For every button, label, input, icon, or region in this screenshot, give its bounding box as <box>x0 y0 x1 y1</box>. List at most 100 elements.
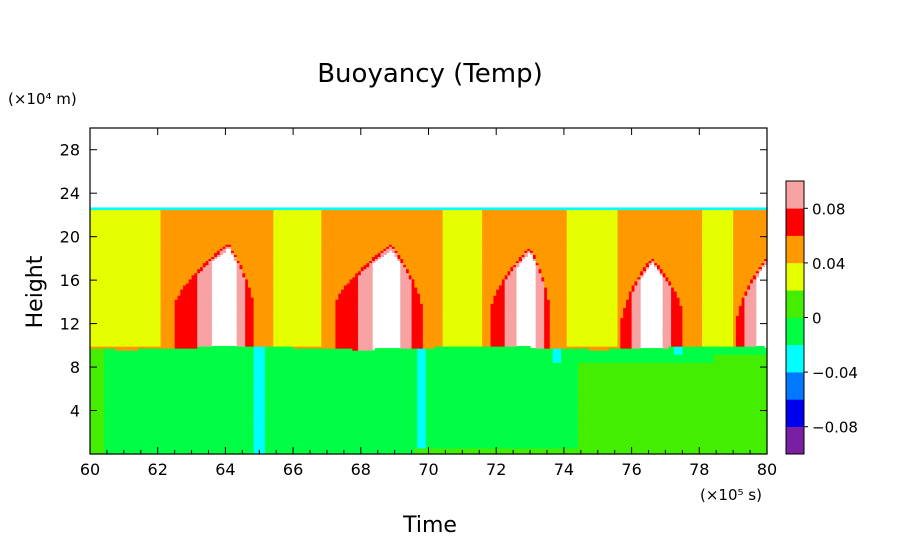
contour-cell <box>544 291 548 294</box>
contour-cell <box>482 319 492 323</box>
contour-cell <box>104 423 255 427</box>
contour-cell <box>566 299 619 302</box>
contour-cell <box>617 341 621 345</box>
contour-cell <box>400 331 413 335</box>
contour-cell <box>90 407 105 410</box>
contour-cell <box>702 333 734 337</box>
contour-cell <box>160 297 179 300</box>
contour-cell <box>566 227 619 231</box>
contour-cell <box>236 315 246 319</box>
contour-cell <box>400 260 404 264</box>
contour-cell <box>160 233 274 237</box>
contour-cell <box>546 295 568 298</box>
contour-cell <box>273 311 322 315</box>
contour-cell <box>197 270 201 274</box>
contour-cell <box>631 346 641 349</box>
contour-cell <box>253 352 266 355</box>
contour-cell <box>174 341 198 345</box>
contour-cell <box>566 229 619 233</box>
contour-cell <box>321 240 444 243</box>
contour-cell <box>245 311 255 315</box>
contour-cell <box>160 333 176 337</box>
contour-cell <box>253 415 266 418</box>
contour-cell <box>744 333 757 337</box>
contour-cell <box>160 231 274 235</box>
contour-cell <box>104 441 255 445</box>
contour-cell <box>411 295 421 298</box>
contour-cell <box>566 266 619 270</box>
contour-cell <box>104 396 255 400</box>
contour-cell <box>733 262 762 266</box>
contour-cell <box>197 301 212 304</box>
contour-cell <box>160 280 190 284</box>
contour-cell <box>90 403 105 406</box>
contour-cell <box>617 305 627 308</box>
contour-cell <box>400 266 407 270</box>
contour-cell <box>617 248 703 251</box>
contour-cell <box>411 274 444 278</box>
contour-cell <box>417 372 427 376</box>
contour-cell <box>617 313 624 317</box>
contour-cell <box>504 305 517 308</box>
contour-cell <box>357 303 373 306</box>
contour-cell <box>671 295 678 298</box>
contour-cell <box>321 254 376 257</box>
contour-cell <box>160 343 176 347</box>
contour-cell <box>490 315 506 319</box>
contour-cell <box>208 258 212 262</box>
contour-cell <box>197 331 212 335</box>
contour-cell <box>90 443 105 447</box>
contour-cell <box>733 313 740 317</box>
contour-cell <box>335 329 359 333</box>
contour-cell <box>411 303 424 306</box>
contour-cell <box>202 266 212 270</box>
contour-cell <box>264 352 418 355</box>
contour-cell <box>236 301 246 304</box>
contour-cell <box>253 439 266 443</box>
contour-cell <box>702 252 734 255</box>
contour-cell <box>417 384 427 388</box>
contour-cell <box>671 325 683 329</box>
contour-cell <box>631 307 641 310</box>
contour-cell <box>744 301 757 304</box>
contour-cell <box>211 258 215 262</box>
contour-cell <box>482 260 517 264</box>
contour-cell <box>174 335 198 339</box>
contour-cell <box>245 331 255 335</box>
contour-cell <box>352 348 359 351</box>
contour-cell <box>733 311 740 315</box>
contour-cell <box>90 323 162 327</box>
contour-cell <box>425 407 579 410</box>
contour-cell <box>357 339 373 343</box>
contour-cell <box>335 325 359 329</box>
contour-cell <box>510 266 514 270</box>
contour-cell <box>442 270 483 274</box>
contour-cell <box>321 231 444 235</box>
contour-cell <box>617 335 621 339</box>
contour-cell <box>425 413 579 416</box>
contour-cell <box>104 368 255 372</box>
contour-cell <box>625 303 633 306</box>
contour-cell <box>273 288 322 292</box>
contour-cell <box>400 282 413 286</box>
contour-cell <box>104 364 255 367</box>
contour-cell <box>631 323 641 327</box>
contour-cell <box>160 229 274 233</box>
contour-cell <box>160 329 176 333</box>
contour-cell <box>637 280 641 284</box>
contour-cell <box>236 341 246 345</box>
contour-cell <box>617 215 703 219</box>
contour-cell <box>417 386 427 390</box>
contour-cell <box>504 309 517 312</box>
contour-cell <box>535 260 568 264</box>
contour-cell <box>273 235 322 239</box>
contour-cell <box>733 213 768 217</box>
contour-cell <box>400 327 413 331</box>
contour-cell <box>425 403 579 406</box>
contour-cell <box>417 411 427 414</box>
contour-cell <box>617 276 638 280</box>
contour-cell <box>566 272 619 276</box>
contour-cell <box>640 270 644 274</box>
contour-cell <box>702 309 734 312</box>
contour-cell <box>90 235 162 239</box>
